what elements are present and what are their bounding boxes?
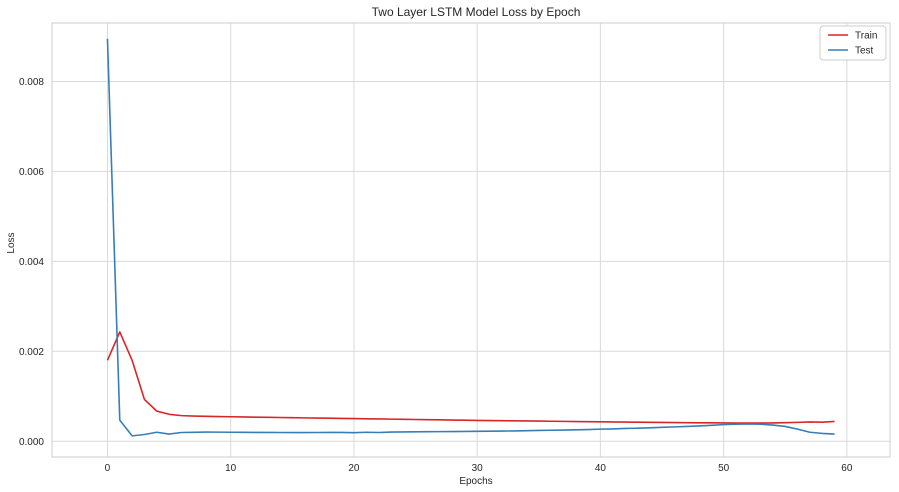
y-tick-label: 0.006 [19, 167, 44, 178]
series-line-test [106, 38, 835, 437]
y-tick-label: 0.000 [19, 437, 44, 448]
chart-title: Two Layer LSTM Model Loss by Epoch [372, 5, 581, 19]
plot-area [51, 22, 891, 458]
y-tick-label: 0.004 [19, 257, 44, 268]
x-tick-label: 10 [225, 463, 237, 474]
x-tick-label: 30 [472, 463, 484, 474]
series-line-train [106, 331, 835, 424]
x-tick-label: 50 [718, 463, 730, 474]
series-lines [106, 38, 835, 437]
y-axis-label: Loss [6, 232, 17, 253]
x-axis-label: Epochs [459, 476, 492, 487]
legend: Train Test [819, 25, 887, 61]
x-tick-label: 20 [348, 463, 360, 474]
y-axis-ticks: 0.000 0.002 0.004 0.006 0.008 [19, 77, 44, 448]
grid-lines [52, 23, 890, 457]
y-tick-label: 0.008 [19, 77, 44, 88]
legend-label-test: Test [855, 46, 874, 57]
y-tick-label: 0.002 [19, 347, 44, 358]
x-axis-ticks: 0 10 20 30 40 50 60 [105, 463, 853, 474]
legend-label-train: Train [855, 31, 877, 42]
x-tick-label: 40 [595, 463, 607, 474]
plot-frame [51, 22, 891, 458]
x-tick-label: 0 [105, 463, 111, 474]
x-tick-label: 60 [841, 463, 853, 474]
